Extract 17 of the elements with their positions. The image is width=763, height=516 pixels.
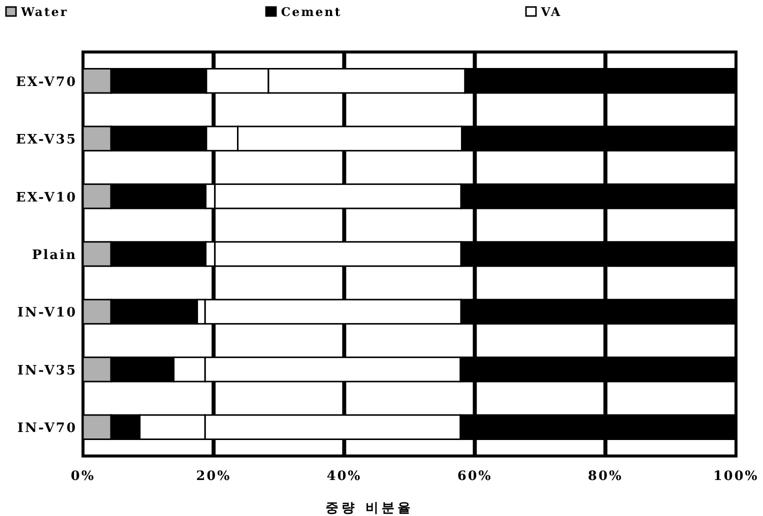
y-tick-label: EX-V10	[16, 190, 77, 206]
legend-label: Cement	[281, 5, 342, 19]
y-tick-label: IN-V10	[17, 306, 77, 321]
x-tick-label: 60%	[457, 469, 492, 484]
x-tick-label: 40%	[326, 469, 362, 484]
x-tick-label: 100%	[713, 469, 759, 484]
y-tick-label: IN-V35	[17, 363, 77, 378]
x-tick-label: 0%	[70, 469, 96, 484]
y-tick-label: Plain	[32, 248, 77, 263]
legend-label: VA	[540, 5, 562, 19]
y-tick-label: EX-V70	[16, 74, 77, 90]
y-tick-label: IN-V70	[17, 421, 77, 436]
x-tick-label: 20%	[196, 469, 232, 484]
x-axis-title: 중량 비분율	[326, 501, 414, 516]
y-tick-label: EX-V35	[16, 132, 77, 148]
x-tick-label: 80%	[588, 469, 623, 484]
legend-label: Water	[20, 5, 68, 19]
